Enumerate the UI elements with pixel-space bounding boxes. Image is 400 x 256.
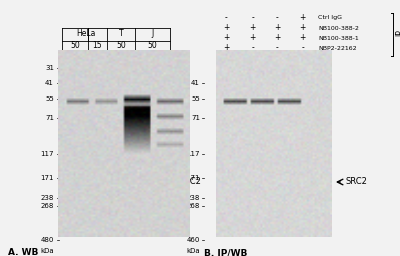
Text: A. WB: A. WB xyxy=(8,248,38,256)
Text: -: - xyxy=(225,14,227,23)
Text: +: + xyxy=(249,34,256,42)
Text: 41: 41 xyxy=(191,80,200,86)
Text: SRC2: SRC2 xyxy=(345,177,367,187)
Text: NB100-388-2: NB100-388-2 xyxy=(318,26,359,30)
Text: +: + xyxy=(299,34,306,42)
Text: 238: 238 xyxy=(187,195,200,201)
Text: T: T xyxy=(119,29,123,38)
Text: kDa: kDa xyxy=(186,248,200,254)
Text: 55: 55 xyxy=(191,96,200,102)
Text: +: + xyxy=(249,24,256,33)
Text: HeLa: HeLa xyxy=(76,29,96,38)
Text: 171: 171 xyxy=(186,175,200,181)
Text: 268: 268 xyxy=(187,203,200,209)
Text: J: J xyxy=(151,29,154,38)
Text: +: + xyxy=(223,34,229,42)
Text: -: - xyxy=(251,14,254,23)
Text: +: + xyxy=(299,14,306,23)
Text: B. IP/WB: B. IP/WB xyxy=(204,248,247,256)
Text: 50: 50 xyxy=(148,41,157,50)
Text: -: - xyxy=(276,44,279,52)
Text: 50: 50 xyxy=(70,41,80,50)
Text: NB100-388-1: NB100-388-1 xyxy=(318,36,359,40)
Text: 268: 268 xyxy=(41,203,54,209)
Text: 50: 50 xyxy=(116,41,126,50)
Text: +: + xyxy=(274,34,281,42)
Text: IP: IP xyxy=(395,29,400,36)
Text: 55: 55 xyxy=(45,96,54,102)
Text: 31: 31 xyxy=(45,65,54,71)
Text: 480: 480 xyxy=(41,237,54,243)
Text: 238: 238 xyxy=(41,195,54,201)
Text: +: + xyxy=(274,24,281,33)
Text: Ctrl IgG: Ctrl IgG xyxy=(318,16,342,20)
Text: 15: 15 xyxy=(93,41,102,50)
Text: 117: 117 xyxy=(40,151,54,157)
Text: 41: 41 xyxy=(45,80,54,86)
Text: 117: 117 xyxy=(186,151,200,157)
Text: -: - xyxy=(301,44,304,52)
Text: +: + xyxy=(223,44,229,52)
Text: kDa: kDa xyxy=(40,248,54,254)
Text: 71: 71 xyxy=(45,115,54,121)
Text: +: + xyxy=(223,24,229,33)
Text: 460: 460 xyxy=(187,237,200,243)
Text: -: - xyxy=(251,44,254,52)
Text: SRC2: SRC2 xyxy=(180,177,202,187)
Text: NBP2-22162: NBP2-22162 xyxy=(318,46,357,50)
Text: +: + xyxy=(299,24,306,33)
Text: 71: 71 xyxy=(191,115,200,121)
Text: -: - xyxy=(276,14,279,23)
Text: 171: 171 xyxy=(40,175,54,181)
